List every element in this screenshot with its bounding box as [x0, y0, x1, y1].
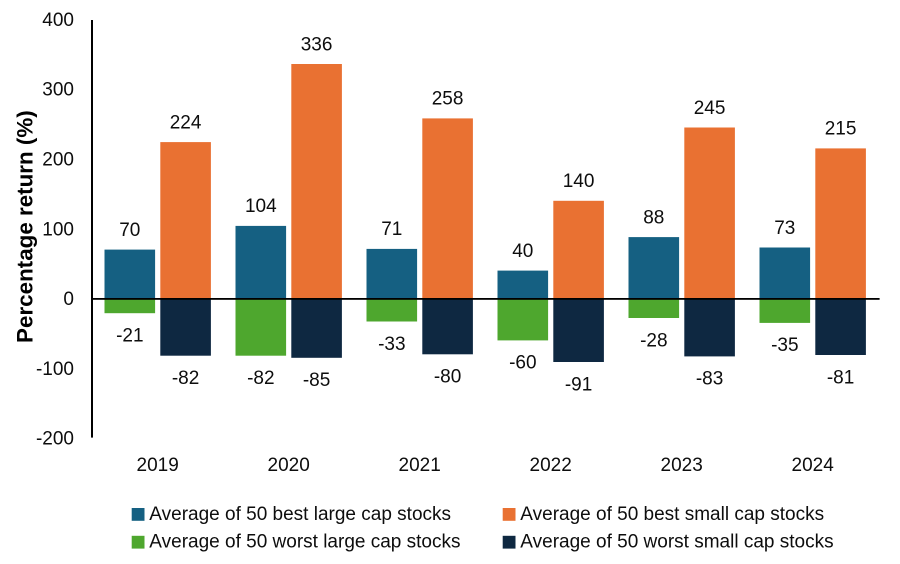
svg-text:100: 100: [42, 219, 74, 240]
svg-text:245: 245: [694, 98, 726, 119]
svg-text:-81: -81: [827, 367, 854, 388]
svg-text:70: 70: [119, 220, 140, 241]
svg-text:-35: -35: [771, 335, 798, 356]
svg-text:-85: -85: [303, 370, 330, 391]
svg-text:200: 200: [42, 150, 74, 171]
svg-text:0: 0: [63, 289, 74, 310]
svg-text:400: 400: [42, 10, 74, 31]
svg-text:-91: -91: [565, 374, 592, 395]
svg-text:71: 71: [381, 219, 402, 240]
svg-text:2020: 2020: [268, 455, 310, 476]
svg-text:40: 40: [512, 241, 533, 262]
svg-text:2019: 2019: [137, 455, 179, 476]
svg-text:-82: -82: [172, 368, 199, 389]
svg-text:2022: 2022: [530, 455, 572, 476]
svg-text:-100: -100: [36, 359, 74, 380]
svg-text:Average of 50 worst small cap: Average of 50 worst small cap stocks: [520, 532, 833, 553]
svg-text:Average of 50 worst large cap: Average of 50 worst large cap stocks: [149, 532, 460, 553]
svg-text:300: 300: [42, 80, 74, 101]
svg-text:224: 224: [170, 112, 202, 133]
svg-text:-200: -200: [36, 429, 74, 450]
svg-text:2023: 2023: [661, 455, 703, 476]
svg-text:-60: -60: [509, 353, 536, 374]
svg-text:336: 336: [301, 34, 333, 55]
svg-text:2021: 2021: [399, 455, 441, 476]
svg-text:88: 88: [643, 207, 664, 228]
svg-text:104: 104: [245, 196, 277, 217]
svg-text:-82: -82: [247, 368, 274, 389]
svg-text:Percentage return (%): Percentage return (%): [12, 110, 37, 343]
svg-text:-33: -33: [378, 334, 405, 355]
svg-text:2024: 2024: [792, 455, 835, 476]
svg-text:-28: -28: [640, 330, 667, 351]
svg-text:-80: -80: [434, 367, 461, 388]
svg-text:Average of 50 best large cap s: Average of 50 best large cap stocks: [149, 504, 451, 525]
svg-text:73: 73: [774, 218, 795, 239]
svg-text:215: 215: [825, 119, 857, 140]
svg-text:140: 140: [563, 171, 595, 192]
svg-text:-83: -83: [696, 369, 723, 390]
svg-text:-21: -21: [116, 326, 143, 347]
svg-text:258: 258: [432, 89, 464, 110]
svg-text:Average of 50 best small cap s: Average of 50 best small cap stocks: [520, 504, 824, 525]
